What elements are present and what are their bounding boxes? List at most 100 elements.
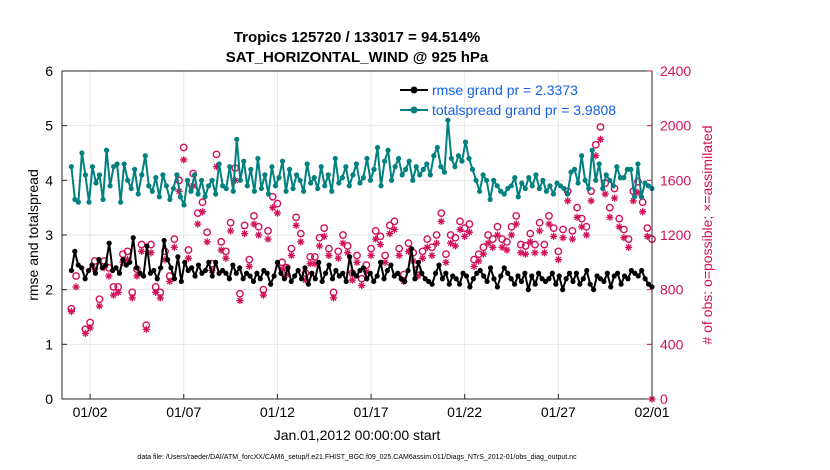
obs-assimilated-stroke bbox=[269, 204, 276, 211]
series-point-spread bbox=[315, 185, 321, 192]
obs-assimilated-stroke bbox=[550, 233, 557, 240]
series-point-spread bbox=[469, 166, 476, 172]
obs-possible-marker bbox=[395, 244, 404, 253]
obs-assimilated-marker bbox=[156, 294, 164, 302]
series-point-spread bbox=[550, 191, 557, 197]
y-axis-right-ticks: 0 400 800 1200 1600 2000 2400 bbox=[647, 63, 691, 407]
obs-assimilated-stroke bbox=[330, 294, 337, 301]
obs-possible-marker bbox=[254, 222, 263, 231]
series-point-spread bbox=[568, 169, 574, 175]
obs-assimilated-stroke bbox=[218, 247, 225, 254]
series-point-spread bbox=[195, 191, 201, 197]
obs-assimilated-stroke bbox=[110, 292, 117, 299]
obs-assimilated-stroke bbox=[485, 240, 492, 247]
obs-possible-marker bbox=[437, 209, 446, 218]
obs-assimilated-stroke bbox=[597, 136, 604, 143]
obs-assimilated-stroke bbox=[288, 252, 295, 259]
series-point-spread bbox=[293, 172, 300, 178]
series-point-spread bbox=[498, 188, 504, 194]
obs-assimilated-marker bbox=[507, 231, 516, 239]
series-point-spread bbox=[579, 153, 585, 159]
series-point-spread bbox=[512, 175, 518, 181]
obs-assimilated-marker bbox=[395, 251, 403, 260]
obs-assimilated-stroke bbox=[433, 240, 440, 247]
series-point-rmse bbox=[250, 278, 257, 285]
obs-assimilated-stroke bbox=[377, 241, 384, 248]
series-point-spread bbox=[589, 147, 595, 153]
obs-assimilated-stroke bbox=[354, 259, 360, 266]
series-point-rmse bbox=[467, 284, 473, 290]
obs-possible-marker bbox=[287, 244, 296, 253]
series-point-spread bbox=[227, 164, 233, 170]
series-point-rmse bbox=[508, 276, 514, 282]
series-point-rmse bbox=[577, 281, 583, 287]
obs-assimilated-marker bbox=[521, 250, 530, 258]
obs-assimilated-marker bbox=[639, 208, 647, 216]
y-tick-label-right: 400 bbox=[660, 336, 684, 352]
x-tick-label: 01/12 bbox=[260, 404, 295, 420]
obs-assimilated-stroke bbox=[517, 249, 524, 256]
series-point-rmse bbox=[367, 270, 373, 276]
series-point-spread bbox=[75, 199, 82, 205]
series-point-rmse bbox=[384, 267, 391, 274]
series-point-rmse bbox=[175, 254, 181, 260]
series-point-spread bbox=[290, 185, 296, 192]
obs-assimilated-marker bbox=[292, 221, 300, 230]
obs-assimilated-marker bbox=[348, 276, 356, 284]
obs-assimilated-stroke bbox=[592, 152, 599, 159]
obs-assimilated-stroke bbox=[255, 232, 262, 238]
series-point-rmse bbox=[587, 281, 593, 287]
obs-assimilated-stroke bbox=[115, 289, 122, 296]
obs-assimilated-marker bbox=[601, 190, 609, 198]
obs-assimilated-stroke bbox=[508, 232, 515, 238]
series-point-rmse bbox=[412, 276, 418, 282]
series-point-spread bbox=[487, 196, 493, 203]
series-point-spread bbox=[635, 161, 641, 167]
obs-assimilated-marker bbox=[615, 223, 623, 231]
series-point-rmse bbox=[154, 276, 160, 282]
series-point-spread bbox=[371, 166, 377, 172]
series-point-rmse bbox=[223, 270, 229, 276]
series-point-spread bbox=[339, 175, 345, 181]
series-point-spread bbox=[170, 185, 177, 192]
series-point-rmse bbox=[295, 267, 301, 274]
obs-assimilated-stroke bbox=[372, 236, 379, 243]
series-point-spread bbox=[350, 172, 356, 178]
series-point-rmse bbox=[288, 278, 294, 285]
series-point-spread bbox=[100, 196, 106, 203]
obs-possible-marker bbox=[376, 232, 385, 241]
series-point-rmse bbox=[463, 273, 470, 279]
obs-possible-marker bbox=[250, 211, 258, 220]
series-point-rmse bbox=[601, 278, 607, 285]
obs-possible-marker bbox=[526, 229, 535, 238]
series-point-rmse bbox=[340, 270, 346, 276]
series-point-rmse bbox=[560, 287, 566, 293]
obs-assimilated-stroke bbox=[236, 297, 243, 304]
obs-assimilated-marker bbox=[554, 256, 562, 264]
obs-assimilated-marker bbox=[320, 232, 328, 240]
obs-assimilated-marker bbox=[540, 249, 548, 257]
obs-assimilated-marker bbox=[325, 251, 333, 260]
series-point-spread bbox=[156, 194, 162, 200]
series-point-rmse bbox=[604, 270, 610, 276]
obs-assimilated-marker bbox=[241, 230, 249, 238]
obs-possible-marker bbox=[521, 242, 530, 250]
series-point-rmse bbox=[106, 240, 112, 246]
series-point-spread bbox=[191, 172, 198, 178]
obs-assimilated-stroke bbox=[555, 256, 562, 263]
obs-possible-marker bbox=[371, 226, 380, 235]
obs-assimilated-stroke bbox=[297, 238, 304, 245]
series-point-spread bbox=[564, 191, 571, 197]
obs-possible-marker bbox=[264, 226, 272, 235]
obs-assimilated-marker bbox=[180, 156, 188, 164]
obs-assimilated-marker bbox=[152, 288, 160, 296]
obs-possible-marker bbox=[367, 244, 375, 253]
series-point-spread bbox=[571, 166, 578, 172]
series-point-rmse bbox=[257, 276, 263, 282]
obs-assimilated-marker bbox=[465, 228, 473, 236]
series-point-rmse bbox=[305, 281, 312, 287]
obs-assimilated-marker bbox=[578, 223, 586, 231]
series-point-spread bbox=[596, 161, 602, 167]
obs-assimilated-stroke bbox=[438, 218, 445, 225]
obs-assimilated-marker bbox=[334, 254, 342, 262]
